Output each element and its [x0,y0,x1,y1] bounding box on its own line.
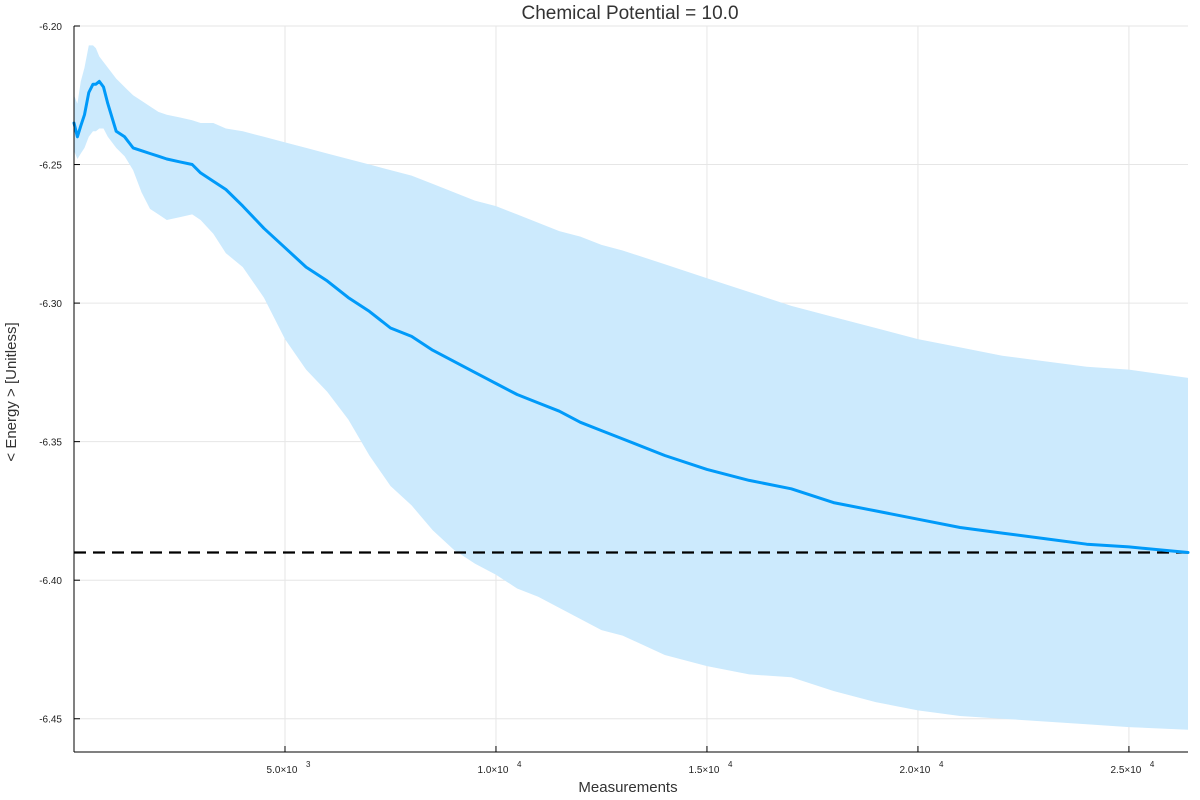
x-tick-label-2: 1.5×10 [689,765,720,776]
x-tick-label-1: 1.0×10 [478,765,509,776]
x-tick-label-4: 2.5×10 [1110,765,1141,776]
y-tick-label-3: -6.35 [39,438,62,449]
chart-title: Chemical Potential = 10.0 [521,3,738,24]
x-tick-exponent-2: 4 [728,760,733,769]
tick-labels: -6.20 -6.25 -6.30 -6.35 -6.40 -6.45 5.0×10 3 1.0… [39,22,1155,776]
y-tick-label-2: -6.30 [39,299,62,310]
y-axis-label: < Energy > [Unitless] [3,322,20,461]
x-axis-label: Measurements [578,779,677,796]
confidence-band-0 [74,45,1188,730]
x-tick-exponent-0: 3 [306,760,311,769]
y-tick-label-4: -6.40 [39,576,62,587]
x-tick-exponent-1: 4 [517,760,522,769]
x-tick-label-0: 5.0×10 [267,765,298,776]
y-tick-label-1: -6.25 [39,161,62,172]
y-tick-label-5: -6.45 [39,715,62,726]
x-tick-label-3: 2.0×10 [900,765,931,776]
series-line-0 [72,79,1190,554]
series-line-layer [72,79,1190,554]
x-tick-exponent-3: 4 [939,760,944,769]
y-tick-label-0: -6.20 [39,22,62,33]
axes [73,25,1188,753]
x-tick-exponent-4: 4 [1150,760,1155,769]
confidence-band-layer [74,45,1188,730]
